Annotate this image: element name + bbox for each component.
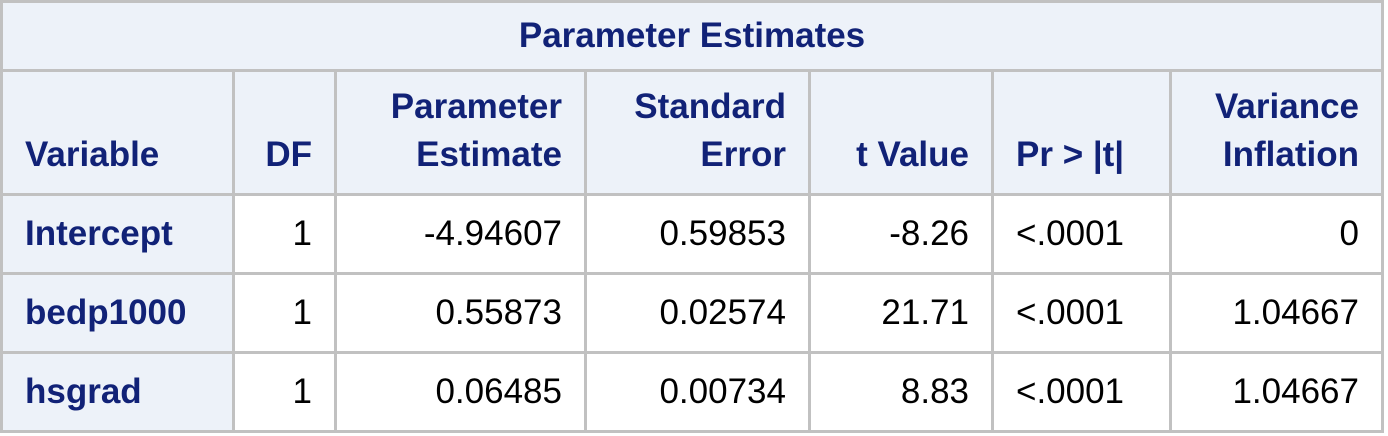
row-variable: hsgrad [0, 351, 235, 433]
cell-tvalue: 21.71 [808, 272, 994, 354]
table-header-row: Variable DF Parameter Estimate Standard Er… [0, 69, 1384, 196]
table-title-row: Parameter Estimates [0, 0, 1384, 72]
header-stderr-line2: Error [700, 135, 786, 174]
header-estimate-line2: Estimate [416, 135, 562, 174]
cell-vif: 0 [1169, 193, 1384, 275]
header-tvalue-label: t Value [856, 135, 969, 174]
cell-df: 1 [232, 351, 337, 433]
cell-estimate: 0.55873 [334, 272, 587, 354]
header-stderr-line1: Standard [634, 87, 786, 126]
cell-tvalue: -8.26 [808, 193, 994, 275]
cell-stderr: 0.59853 [584, 193, 811, 275]
header-t-value: t Value [808, 69, 994, 196]
header-vif-line1: Variance [1215, 87, 1359, 126]
header-df-label: DF [265, 135, 312, 174]
cell-vif: 1.04667 [1169, 351, 1384, 433]
cell-estimate: -4.94607 [334, 193, 587, 275]
header-p-value: Pr > |t| [991, 69, 1172, 196]
table-row: bedp1000 1 0.55873 0.02574 21.71 <.0001 … [0, 272, 1384, 354]
cell-df: 1 [232, 193, 337, 275]
cell-df: 1 [232, 272, 337, 354]
cell-estimate: 0.06485 [334, 351, 587, 433]
cell-stderr: 0.00734 [584, 351, 811, 433]
cell-pvalue: <.0001 [991, 193, 1172, 275]
row-variable: bedp1000 [0, 272, 235, 354]
table-row: hsgrad 1 0.06485 0.00734 8.83 <.0001 1.0… [0, 351, 1384, 433]
header-standard-error: Standard Error [584, 69, 811, 196]
cell-stderr: 0.02574 [584, 272, 811, 354]
cell-vif: 1.04667 [1169, 272, 1384, 354]
row-variable: Intercept [0, 193, 235, 275]
cell-pvalue: <.0001 [991, 272, 1172, 354]
cell-tvalue: 8.83 [808, 351, 994, 433]
header-variable: Variable [0, 69, 235, 196]
header-vif-line2: Inflation [1222, 135, 1359, 174]
header-variance-inflation: Variance Inflation [1169, 69, 1384, 196]
header-parameter-estimate: Parameter Estimate [334, 69, 587, 196]
header-pvalue-label: Pr > |t| [1016, 135, 1125, 174]
table-title: Parameter Estimates [0, 0, 1384, 72]
header-estimate-line1: Parameter [390, 87, 562, 126]
header-variable-label: Variable [25, 135, 160, 174]
header-df: DF [232, 69, 337, 196]
table-row: Intercept 1 -4.94607 0.59853 -8.26 <.000… [0, 193, 1384, 275]
cell-pvalue: <.0001 [991, 351, 1172, 433]
